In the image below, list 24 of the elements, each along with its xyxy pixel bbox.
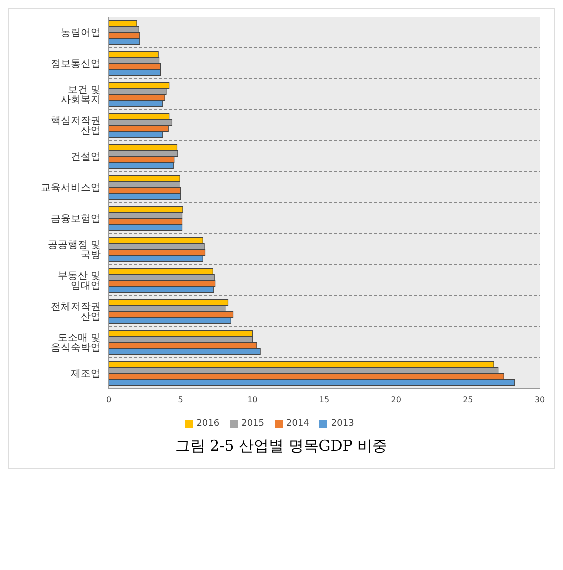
y-tick-label: 제조업	[71, 369, 101, 380]
y-tick-label: 금융보험업	[51, 214, 101, 226]
y-tick-label: 보건 및 사회복지	[61, 85, 101, 106]
x-tick-label: 15	[319, 396, 330, 405]
y-tick-label: 농림어업	[61, 28, 101, 40]
x-tick-label: 5	[178, 396, 184, 405]
x-tick-label: 25	[463, 396, 474, 405]
y-tick-label: 공공행정 및 국방	[48, 240, 101, 262]
text: 그림 2-5 산업별 명목GDP 비중	[174, 436, 389, 457]
legend-label: 2016	[196, 419, 220, 429]
x-tick-label: 20	[391, 396, 402, 405]
legend-label: 2014	[286, 419, 310, 429]
legend-label: 2013	[331, 419, 354, 429]
y-tick-label: 건설업	[71, 152, 101, 164]
y-tick-label: 교육서비스업	[41, 183, 101, 194]
x-tick-label: 10	[248, 396, 258, 405]
x-tick-label: 0	[106, 396, 112, 405]
y-tick-label: 부동산 및 임대업	[58, 271, 101, 292]
y-tick-label: 핵심저작권 산업	[51, 116, 101, 138]
y-tick-label: 정보통신업	[51, 59, 101, 70]
y-tick-label: 도소매 및 음식숙박업	[51, 333, 101, 354]
x-tick-label: 30	[534, 396, 546, 405]
y-tick-label: 전체저작권 산업	[51, 302, 101, 324]
legend-label: 2015	[242, 419, 264, 429]
